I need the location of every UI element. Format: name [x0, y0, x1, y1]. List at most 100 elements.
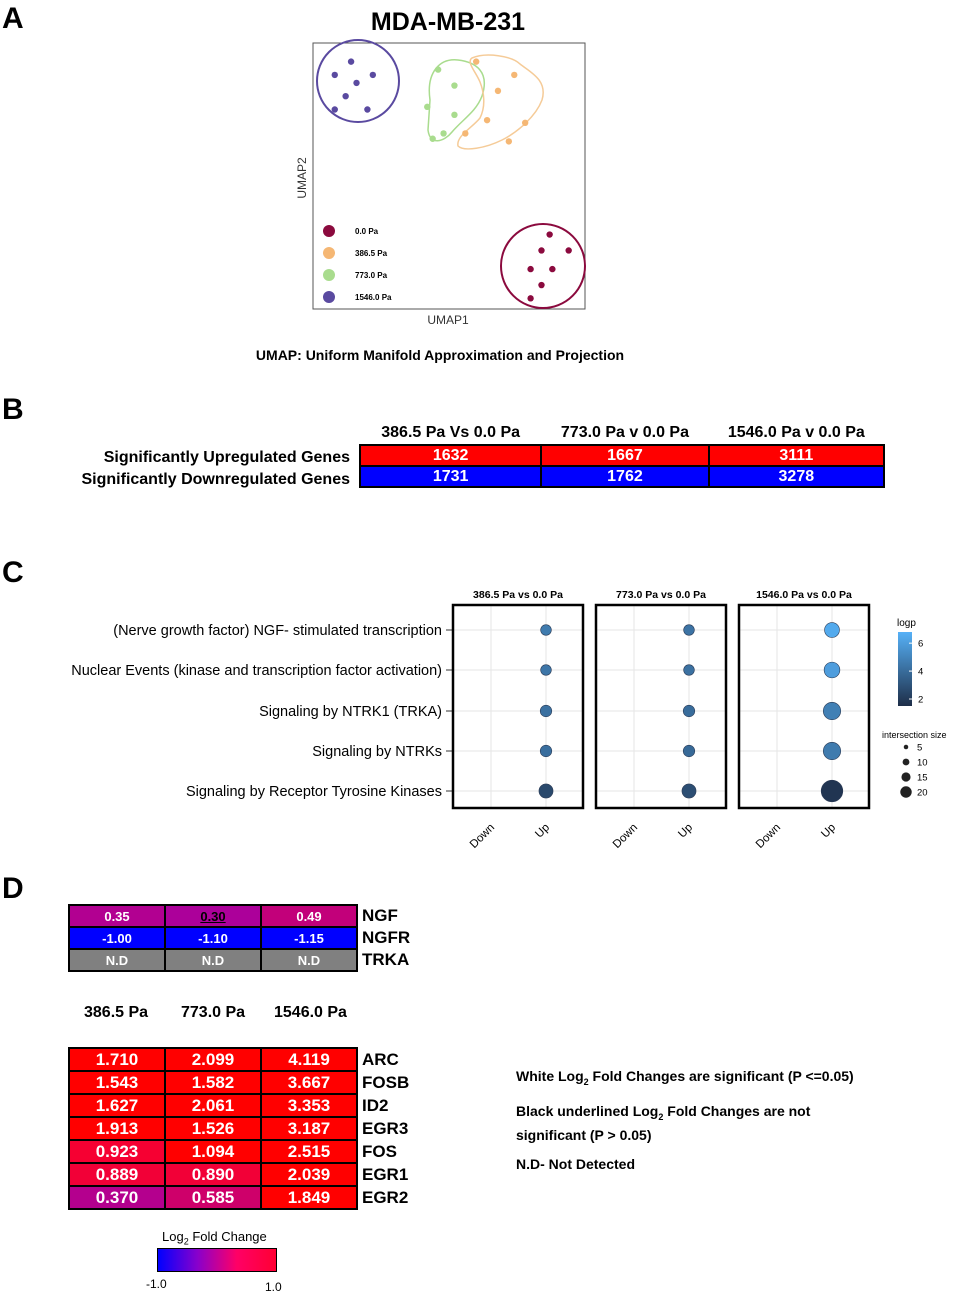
dot-point — [682, 704, 696, 718]
deg-up-386: 1632 — [358, 444, 543, 467]
colorbar-title-post: Fold Change — [188, 1229, 267, 1244]
umap-point — [342, 93, 349, 100]
x-tick-label: Up — [676, 822, 695, 841]
umap-point — [527, 295, 534, 302]
heat-cell-egr3-773: 1.526 — [164, 1116, 262, 1141]
deg-down-386: 1731 — [358, 465, 543, 488]
umap-point — [331, 106, 338, 113]
deg-up-1546: 3111 — [707, 444, 886, 467]
colorbar-title: Log2 Fold Change — [162, 1229, 267, 1247]
gene-label-id2: ID2 — [362, 1095, 389, 1115]
legend-title-logp: logp — [897, 618, 916, 629]
legend-label-1546: 1546.0 Pa — [355, 293, 392, 302]
heat-cell-egr1-773: 0.890 — [164, 1162, 262, 1187]
heat-cell-arc-1546: 4.119 — [260, 1047, 358, 1072]
heat-cell-fosb-386: 1.543 — [68, 1070, 166, 1095]
panel-letter-c: C — [2, 556, 24, 589]
cluster-outline-1546 — [316, 39, 400, 123]
umap-point — [347, 58, 355, 65]
umap-point — [494, 87, 502, 95]
heat-cell-ngf-773-label: 0.30 — [200, 908, 226, 924]
dot-point — [820, 779, 844, 803]
size-legend-marker — [902, 758, 910, 766]
note-not-significant-sub: 2 — [658, 1111, 664, 1122]
heat-cell-trka-773: N.D — [164, 948, 262, 972]
gene-label-egr1: EGR1 — [362, 1164, 409, 1184]
facet-frame — [451, 603, 585, 810]
umap-frame — [312, 42, 586, 310]
umap-xlabel: UMAP1 — [427, 313, 469, 327]
deg-down-1546: 3278 — [707, 465, 886, 488]
umap-point — [440, 130, 447, 137]
size-legend-marker — [903, 744, 909, 750]
size-legend-marker — [901, 772, 911, 782]
size-legend-marker — [900, 786, 912, 798]
cluster-outline-773 — [427, 59, 485, 142]
note-not-detected: N.D- Not Detected — [516, 1156, 636, 1172]
heat-cell-egr3-386: 1.913 — [68, 1116, 166, 1141]
umap-point — [546, 231, 553, 238]
heat-cell-arc-386: 1.710 — [68, 1047, 166, 1072]
term-label: Signaling by NTRK1 (TRKA) — [259, 704, 442, 720]
heat-cell-fosb-773: 1.582 — [164, 1070, 262, 1095]
row-label-down: Significantly Downregulated Genes — [81, 471, 351, 488]
dot-point — [538, 783, 554, 799]
dotplot-legend: logp 2 4 6 intersection size 5 10 15 20 — [882, 618, 947, 799]
dot-point — [823, 661, 841, 679]
logp-tick-label: 4 — [918, 667, 923, 678]
term-label: Signaling by Receptor Tyrosine Kinases — [186, 784, 442, 800]
dot-point — [682, 744, 696, 758]
facet-title: 1546.0 Pa vs 0.0 Pa — [756, 589, 852, 601]
umap-legend: 0.0 Pa 386.5 Pa 773.0 Pa 1546.0 Pa — [323, 225, 392, 303]
logp-colorbar — [898, 632, 912, 706]
umap-point — [353, 79, 360, 87]
gene-label-egr3: EGR3 — [362, 1118, 409, 1138]
gene-label-ngfr: NGFR — [362, 928, 411, 947]
heat-cell-ngf-773: 0.30 — [164, 904, 262, 928]
deg-down-773: 1762 — [540, 465, 710, 488]
note-significant: White Log2 Fold Changes are significant … — [516, 1067, 896, 1091]
heat-cell-ngf-386: 0.35 — [68, 904, 166, 928]
heat-cell-ngfr-773: -1.10 — [164, 926, 262, 950]
note-not-significant-pre: Black underlined Log — [516, 1103, 659, 1119]
umap-point — [462, 130, 469, 137]
heat-cell-fos-1546: 2.515 — [260, 1139, 358, 1164]
deg-col-header-773: 773.0 Pa v 0.0 Pa — [560, 424, 689, 441]
gene-label-fosb: FOSB — [362, 1072, 410, 1092]
heatmap-bottom: 1.710 2.099 4.119 ARC 1.543 1.582 3.667 … — [68, 1047, 412, 1210]
umap-point — [505, 138, 513, 145]
facets: 386.5 Pa vs 0.0 Pa Down Up 773.0 Pa vs 0.0 … — [451, 589, 871, 851]
dot-point — [540, 664, 552, 676]
deg-table: 386.5 Pa Vs 0.0 Pa 773.0 Pa v 0.0 Pa 154… — [358, 424, 886, 488]
cluster-outline-386 — [457, 54, 544, 150]
heat-cell-egr2-386: 0.370 — [68, 1185, 166, 1210]
logp-tick-label: 2 — [918, 695, 923, 706]
legend-label-386: 386.5 Pa — [355, 249, 388, 258]
umap-point — [511, 71, 518, 79]
term-label: Signaling by NTRKs — [312, 744, 442, 760]
umap-ylabel: UMAP2 — [295, 157, 309, 199]
facet-frame — [737, 603, 871, 810]
panel-letter-b: B — [2, 393, 24, 426]
umap-point — [538, 247, 545, 254]
row-label-up: Significantly Upregulated Genes — [103, 449, 350, 466]
gene-label-fos: FOS — [362, 1141, 397, 1161]
note-significant-pre: White Log — [516, 1068, 584, 1084]
note-significant-post: Fold Changes are significant (P <=0.05) — [588, 1068, 854, 1084]
legend-label-0: 0.0 Pa — [355, 227, 379, 236]
size-legend-label: 5 — [917, 743, 922, 754]
heat-cell-ngfr-1546: -1.15 — [260, 926, 358, 950]
x-tick-label: Down — [468, 822, 497, 851]
gene-label-egr2: EGR2 — [362, 1187, 409, 1207]
colorbar-min-label: -1.0 — [146, 1277, 167, 1291]
umap-title: MDA-MB-231 — [371, 8, 525, 36]
heat-cell-id2-1546: 3.353 — [260, 1093, 358, 1118]
x-tick-label: Down — [611, 822, 640, 851]
colorbar — [157, 1248, 277, 1272]
legend-marker-773 — [323, 269, 335, 281]
cluster-outline-0 — [500, 223, 586, 309]
deg-col-header-386: 386.5 Pa Vs 0.0 Pa — [381, 424, 521, 441]
heat-cell-egr2-773: 0.585 — [164, 1185, 262, 1210]
umap-point — [434, 66, 442, 73]
heat-cell-arc-773: 2.099 — [164, 1047, 262, 1072]
